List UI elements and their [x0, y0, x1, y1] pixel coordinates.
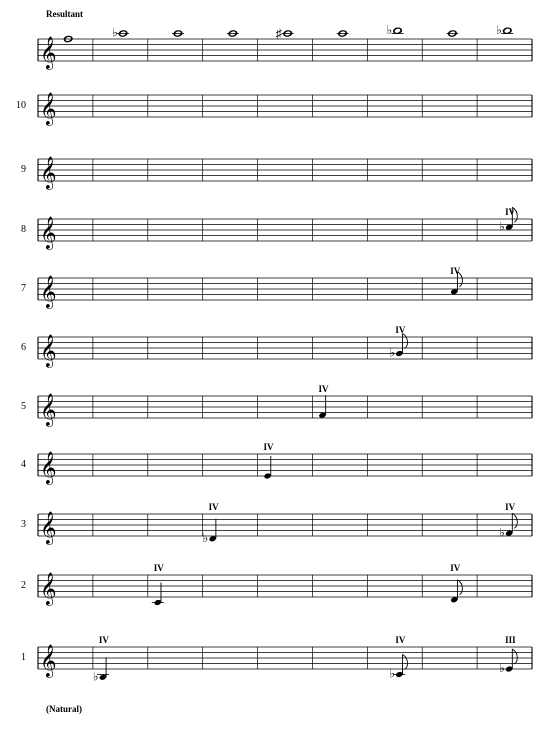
roman-numeral: III: [505, 635, 516, 645]
roman-numeral: IV: [395, 635, 405, 645]
roman-numeral: IV: [318, 384, 328, 394]
score-svg: 𝄞 𝄞 𝄞 𝄞 𝄞 𝄞 𝄞 𝄞 𝄞 𝄞 𝄞 ♭ ♯ ♭ ♭ ♭ ♭ ♭ ♭ ♭ ♭ ♭: [0, 0, 550, 730]
roman-numeral: IV: [450, 563, 460, 573]
svg-text:♭: ♭: [499, 661, 505, 675]
score-page: 𝄞 𝄞 𝄞 𝄞 𝄞 𝄞 𝄞 𝄞 𝄞 𝄞 𝄞 ♭ ♯ ♭ ♭ ♭ ♭ ♭ ♭ ♭ ♭ ♭ Resultant 10 9 8 7 6 5…: [0, 0, 550, 730]
staff-number: 1: [12, 652, 26, 663]
svg-text:𝄞: 𝄞: [40, 452, 57, 485]
svg-text:𝄞: 𝄞: [40, 573, 57, 606]
roman-numeral: IV: [154, 563, 164, 573]
roman-numeral: IV: [505, 207, 515, 217]
svg-text:𝄞: 𝄞: [40, 37, 57, 70]
staff-number: 2: [12, 580, 26, 591]
staff-number: 6: [12, 342, 26, 353]
roman-numeral: IV: [99, 635, 109, 645]
svg-text:♯: ♯: [276, 27, 282, 41]
svg-text:𝄞: 𝄞: [40, 512, 57, 545]
svg-text:♭: ♭: [496, 23, 502, 37]
staff-number: 3: [12, 519, 26, 530]
roman-numeral: IV: [264, 442, 274, 452]
roman-numeral: IV: [505, 502, 515, 512]
svg-text:𝄞: 𝄞: [40, 157, 57, 190]
svg-text:𝄞: 𝄞: [40, 93, 57, 126]
staff-number: 9: [12, 164, 26, 175]
svg-text:♭: ♭: [389, 667, 395, 681]
staff-number: 5: [12, 401, 26, 412]
label-natural: (Natural): [46, 704, 82, 714]
svg-text:♭: ♭: [93, 669, 99, 683]
svg-text:𝄞: 𝄞: [40, 645, 57, 678]
staff-number: 10: [12, 100, 26, 111]
svg-text:♭: ♭: [112, 26, 118, 40]
title-resultant: Resultant: [46, 9, 83, 19]
svg-text:♭: ♭: [389, 346, 395, 360]
svg-text:𝄞: 𝄞: [40, 394, 57, 427]
roman-numeral: IV: [209, 502, 219, 512]
svg-text:𝄞: 𝄞: [40, 335, 57, 368]
roman-numeral: IV: [450, 266, 460, 276]
svg-text:𝄞: 𝄞: [40, 276, 57, 309]
staff-number: 7: [12, 283, 26, 294]
staff-number: 4: [12, 459, 26, 470]
staff-number: 8: [12, 224, 26, 235]
svg-text:♭: ♭: [387, 23, 393, 37]
svg-text:𝄞: 𝄞: [40, 217, 57, 250]
svg-text:♭: ♭: [203, 531, 209, 545]
svg-text:♭: ♭: [499, 219, 505, 233]
roman-numeral: IV: [395, 325, 405, 335]
svg-text:♭: ♭: [499, 525, 505, 539]
